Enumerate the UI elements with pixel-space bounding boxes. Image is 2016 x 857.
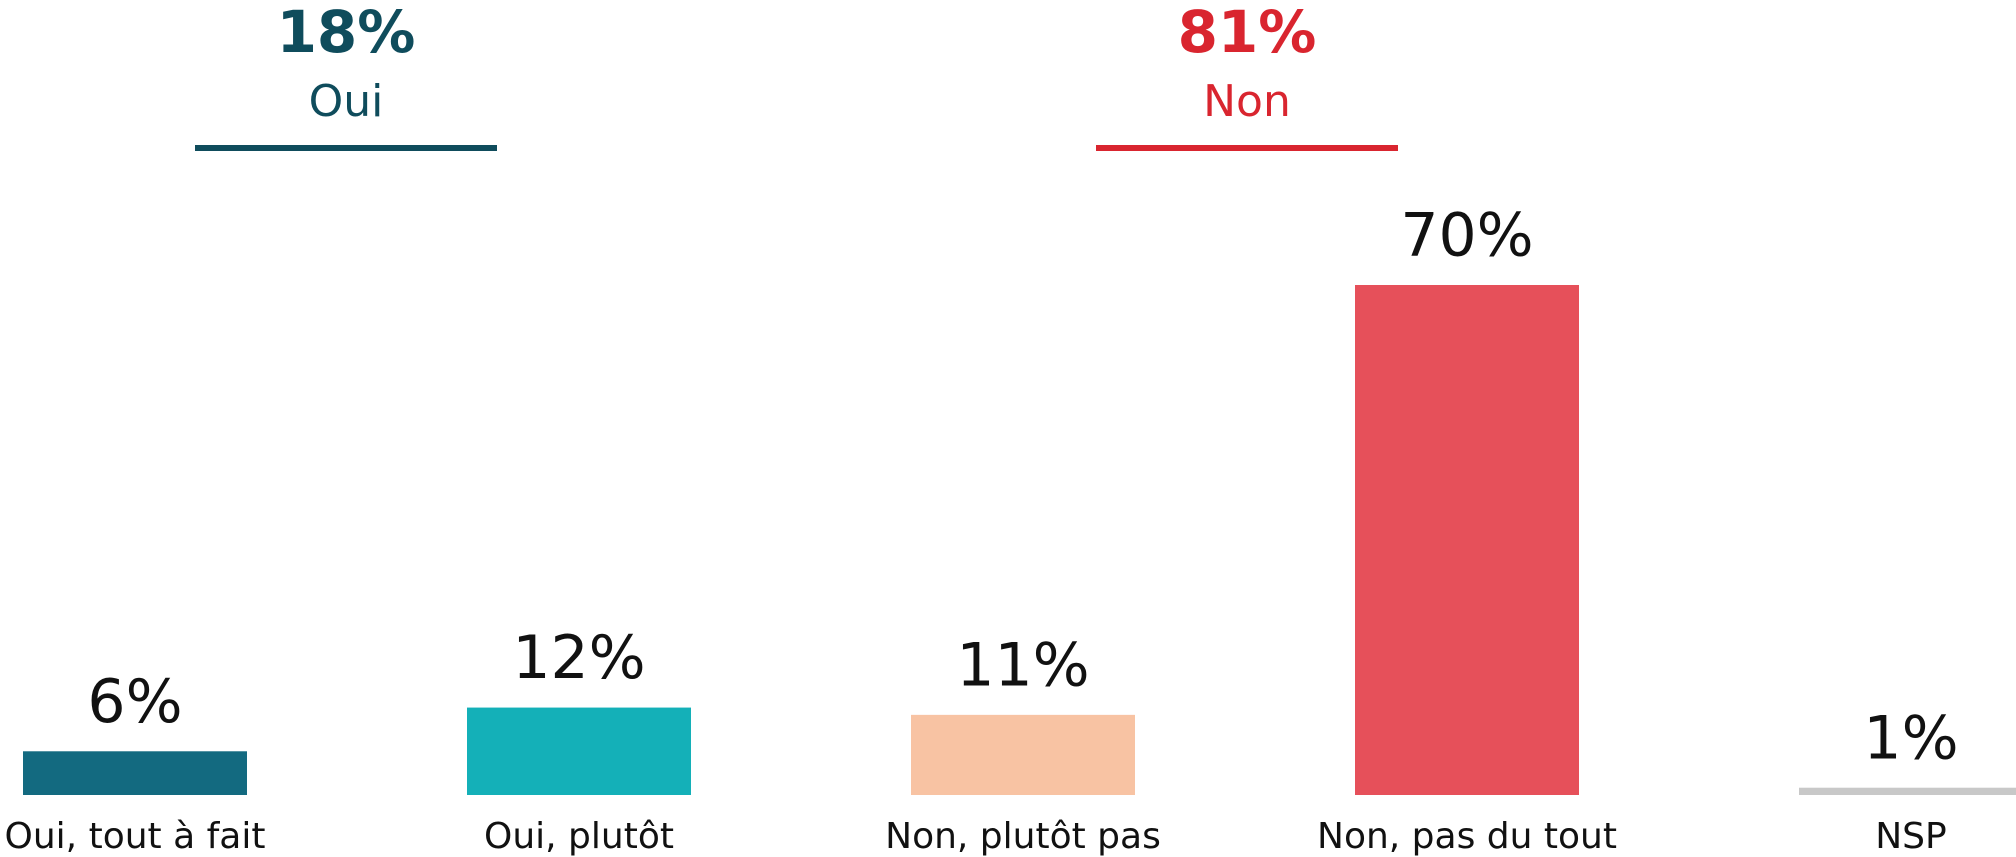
bar xyxy=(1799,787,2016,795)
category-label: Oui, plutôt xyxy=(484,816,674,857)
bar xyxy=(467,707,691,795)
value-label: 6% xyxy=(87,667,182,737)
group-total: 18% xyxy=(277,0,416,66)
group-total: 81% xyxy=(1178,0,1317,66)
category-label: NSP xyxy=(1875,816,1947,857)
category-label: Oui, tout à fait xyxy=(5,816,266,857)
category-label: Non, pas du tout xyxy=(1317,816,1617,857)
bar xyxy=(1355,285,1579,795)
group-label: Oui xyxy=(309,76,384,127)
category-label: Non, plutôt pas xyxy=(885,816,1161,857)
value-label: 11% xyxy=(956,630,1089,700)
value-label: 1% xyxy=(1863,703,1958,773)
value-label: 70% xyxy=(1400,201,1533,271)
value-label: 12% xyxy=(512,623,645,693)
bar xyxy=(911,714,1135,795)
group-label: Non xyxy=(1203,76,1291,127)
bar xyxy=(23,751,247,795)
